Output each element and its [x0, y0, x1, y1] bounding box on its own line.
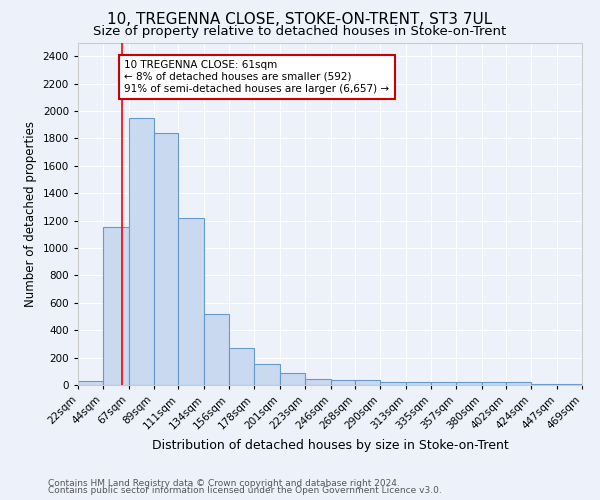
Bar	[204, 314, 229, 385]
Bar	[557, 384, 582, 385]
Bar	[254, 364, 280, 385]
Bar	[229, 348, 254, 385]
Bar	[355, 380, 380, 385]
Bar	[305, 379, 331, 385]
Bar	[154, 133, 178, 385]
Bar	[129, 118, 154, 385]
Bar	[482, 382, 506, 385]
Bar	[431, 382, 456, 385]
X-axis label: Distribution of detached houses by size in Stoke-on-Trent: Distribution of detached houses by size …	[152, 439, 508, 452]
Text: Contains public sector information licensed under the Open Government Licence v3: Contains public sector information licen…	[48, 486, 442, 495]
Bar	[103, 228, 129, 385]
Bar	[506, 382, 531, 385]
Text: 10, TREGENNA CLOSE, STOKE-ON-TRENT, ST3 7UL: 10, TREGENNA CLOSE, STOKE-ON-TRENT, ST3 …	[107, 12, 493, 28]
Bar	[406, 382, 431, 385]
Text: 10 TREGENNA CLOSE: 61sqm
← 8% of detached houses are smaller (592)
91% of semi-d: 10 TREGENNA CLOSE: 61sqm ← 8% of detache…	[124, 60, 389, 94]
Bar	[78, 381, 103, 385]
Bar	[531, 384, 557, 385]
Y-axis label: Number of detached properties: Number of detached properties	[24, 120, 37, 306]
Bar	[582, 382, 600, 385]
Text: Contains HM Land Registry data © Crown copyright and database right 2024.: Contains HM Land Registry data © Crown c…	[48, 478, 400, 488]
Bar	[178, 218, 204, 385]
Bar	[280, 374, 305, 385]
Bar	[331, 380, 355, 385]
Bar	[380, 382, 406, 385]
Bar	[456, 382, 482, 385]
Text: Size of property relative to detached houses in Stoke-on-Trent: Size of property relative to detached ho…	[94, 25, 506, 38]
